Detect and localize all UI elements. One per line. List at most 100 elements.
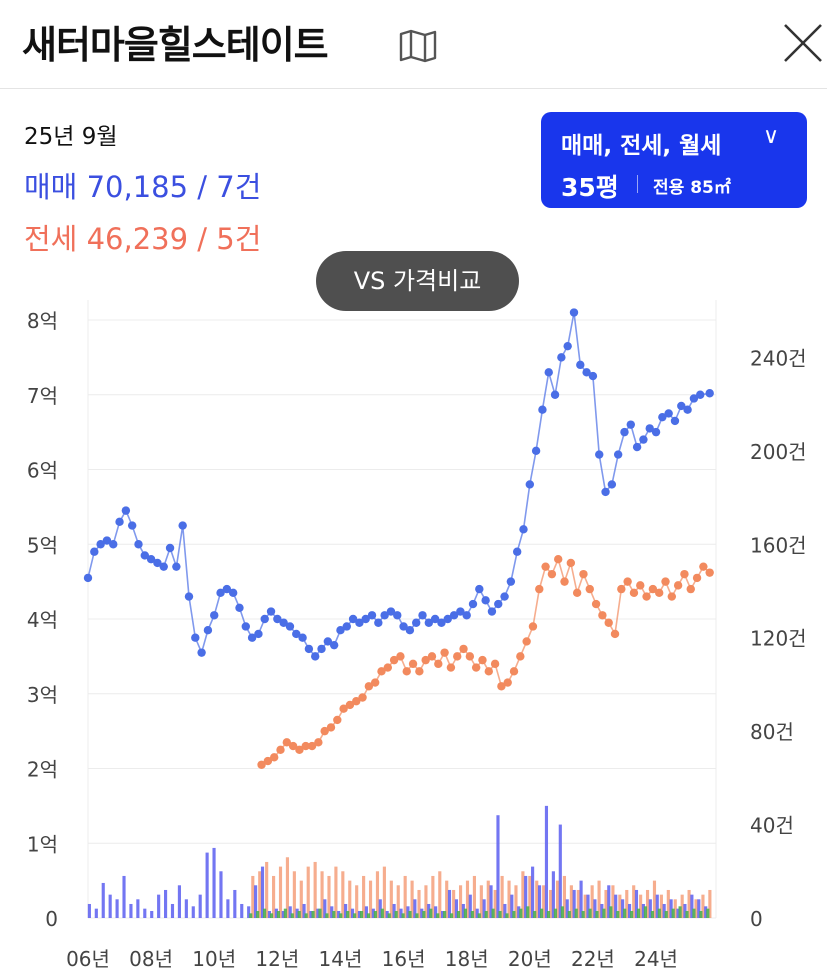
volume-bar-sale (690, 894, 694, 918)
volume-bar-sale (600, 903, 604, 918)
volume-bar-sale (247, 906, 251, 918)
volume-bar-sale (454, 899, 458, 918)
volume-bar-wolse (269, 913, 274, 918)
volume-bar-sale (413, 899, 417, 918)
volume-bar-jeonse (645, 889, 650, 918)
volume-bar-wolse (505, 913, 509, 918)
data-point-sale (449, 611, 459, 620)
data-point-sale (329, 640, 339, 650)
volume-bar-jeonse (272, 875, 276, 918)
volume-bar-wolse (318, 908, 322, 918)
volume-bar-sale (572, 889, 576, 918)
data-point-sale (247, 633, 257, 642)
data-point-sale (311, 652, 320, 661)
y-left-tick-label: 4억 (27, 608, 58, 632)
volume-bar-jeonse (562, 875, 567, 918)
data-point-sale (342, 622, 351, 631)
data-point-sale (115, 517, 124, 527)
volume-bar-sale (676, 908, 680, 918)
data-point-sale (386, 607, 396, 616)
volume-bar-sale (94, 908, 98, 918)
data-point-sale (260, 614, 269, 624)
volume-bar-sale (274, 908, 278, 918)
volume-bar-sale (683, 903, 687, 918)
data-point-jeonse (434, 659, 443, 669)
data-point-jeonse (276, 745, 285, 755)
volume-bar-wolse (546, 910, 551, 918)
volume-bar-jeonse (618, 894, 622, 918)
data-point-jeonse (471, 663, 481, 672)
data-point-sale (607, 480, 617, 489)
volume-bar-sale (524, 875, 528, 918)
x-tick-label: 20년 (508, 947, 552, 970)
data-point-jeonse (415, 667, 424, 676)
x-tick-label: 14년 (319, 947, 363, 970)
data-point-sale (506, 577, 516, 586)
volume-bar-sale (517, 906, 521, 918)
volume-bar-sale (330, 906, 334, 918)
data-point-sale (134, 540, 143, 549)
data-point-jeonse (421, 655, 430, 665)
volume-bar-jeonse (659, 894, 663, 918)
data-point-sale (658, 412, 667, 422)
volume-bar-wolse (394, 910, 398, 918)
close-icon[interactable] (780, 20, 826, 66)
volume-bar-sale (288, 906, 292, 918)
data-point-jeonse (446, 663, 456, 672)
map-icon[interactable] (398, 28, 438, 64)
volume-bar-jeonse (445, 880, 449, 918)
volume-bar-jeonse (389, 880, 393, 918)
volume-bar-wolse (366, 913, 371, 918)
volume-bar-wolse (422, 910, 426, 918)
data-point-sale (601, 487, 610, 497)
data-point-sale (557, 353, 566, 362)
data-point-jeonse (617, 584, 626, 594)
data-point-sale (576, 360, 585, 370)
volume-bar-wolse (470, 910, 474, 918)
volume-bar-jeonse (521, 871, 525, 918)
data-point-sale (279, 618, 288, 627)
compare-button[interactable]: VS 가격비교 (316, 251, 519, 311)
filter-button[interactable]: 매매, 전세, 월세 ∨ 35평 전용 85㎡ (541, 112, 807, 208)
data-point-sale (96, 540, 105, 549)
data-point-jeonse (541, 562, 550, 571)
volume-bar-sale (641, 903, 645, 918)
volume-bar-jeonse (424, 885, 428, 918)
volume-bar-jeonse (590, 885, 594, 918)
page-title: 새터마을힐스테이트 (22, 23, 329, 67)
volume-bar-wolse (311, 910, 315, 918)
data-point-sale (550, 390, 560, 399)
data-point-sale (456, 607, 465, 616)
volume-bar-sale (295, 908, 299, 918)
volume-bar-jeonse (500, 875, 504, 918)
volume-bar-wolse (304, 913, 308, 918)
volume-bar-wolse (706, 908, 710, 918)
data-point-sale (83, 573, 93, 583)
volume-bar-jeonse (493, 889, 497, 918)
volume-bar-sale (441, 910, 445, 918)
volume-bar-wolse (678, 906, 682, 918)
data-point-sale (588, 371, 598, 381)
volume-bar-sale (468, 894, 472, 918)
volume-bar-sale (537, 885, 542, 918)
volume-bar-sale (482, 899, 486, 918)
volume-bar-wolse (477, 913, 481, 918)
volume-bar-sale (385, 910, 389, 918)
data-point-sale (109, 540, 118, 549)
data-point-jeonse (465, 652, 475, 661)
data-point-sale (595, 450, 604, 459)
x-tick-label: 10년 (192, 947, 236, 970)
y-left-tick-label: 6억 (27, 459, 58, 483)
volume-bar-wolse (401, 913, 405, 918)
volume-bar-jeonse (452, 889, 456, 918)
data-point-jeonse (402, 667, 411, 676)
y-right-tick-label: 80건 (750, 720, 794, 744)
volume-bar-jeonse (666, 889, 670, 918)
volume-bar-jeonse (258, 871, 262, 918)
volume-bar-sale (406, 906, 410, 918)
volume-bar-sale (115, 899, 119, 918)
volume-bar-sale (565, 899, 569, 918)
data-point-jeonse (604, 618, 613, 627)
volume-bar-sale (205, 852, 209, 918)
data-point-jeonse (516, 652, 525, 661)
